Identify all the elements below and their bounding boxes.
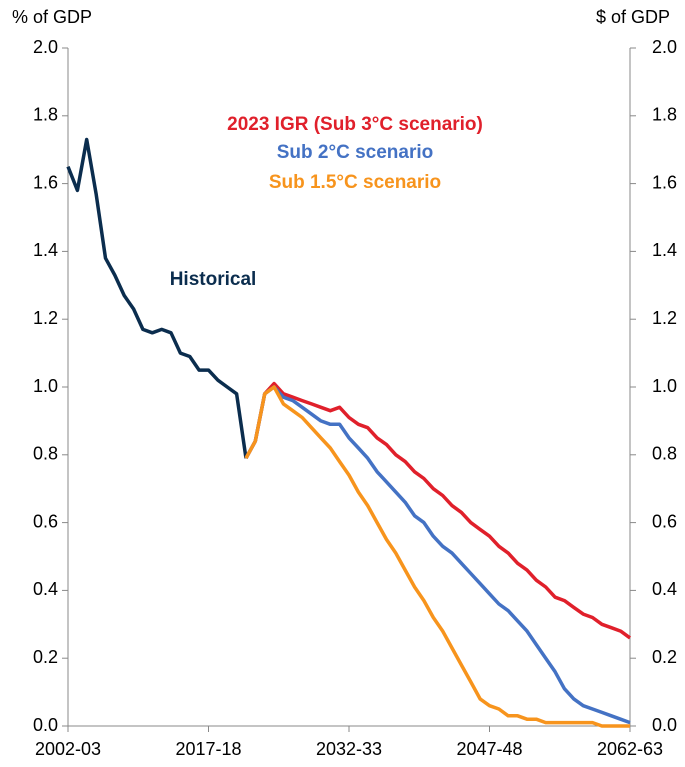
legend-label: Sub 2°C scenario [277,142,433,163]
y-tick-label: 2.0 [33,37,58,57]
series-line [244,385,631,725]
y2-tick-label: 0.6 [652,511,677,531]
series-line [66,137,248,459]
x-tick-label: 2032-33 [316,739,382,759]
series-line [244,385,630,728]
y2-tick-label: 0.2 [652,647,677,667]
series-line [244,381,632,640]
y2-tick-label: 1.8 [652,105,677,125]
y-tick-label: 0.0 [33,715,58,735]
y2-tick-label: 1.6 [652,172,677,192]
y-tick-label: 0.6 [33,511,58,531]
y-tick-label: 1.8 [33,105,58,125]
legend-label: 2023 IGR (Sub 3°C scenario) [227,114,483,135]
x-tick-label: 2002-03 [35,739,101,759]
x-tick-label: 2047-48 [456,739,522,759]
y-tick-label: 0.4 [33,579,58,599]
y2-axis-label: $ of GDP [596,7,670,27]
y2-tick-label: 0.4 [652,579,677,599]
y-tick-label: 1.0 [33,376,58,396]
x-tick-label: 2017-18 [175,739,241,759]
y-tick-label: 1.2 [33,308,58,328]
y-axis-label: % of GDP [12,7,92,27]
legend-label: Sub 1.5°C scenario [269,172,441,193]
y2-tick-label: 0.8 [652,444,677,464]
x-tick-label: 2062-63 [597,739,663,759]
y-tick-label: 0.2 [33,647,58,667]
y-tick-label: 1.4 [33,240,58,260]
y2-tick-label: 1.0 [652,376,677,396]
y2-tick-label: 2.0 [652,37,677,57]
y-tick-label: 0.8 [33,444,58,464]
y-tick-label: 1.6 [33,172,58,192]
y2-tick-label: 1.2 [652,308,677,328]
y2-tick-label: 1.4 [652,240,677,260]
legend-label: Historical [170,269,257,290]
y2-tick-label: 0.0 [652,715,677,735]
